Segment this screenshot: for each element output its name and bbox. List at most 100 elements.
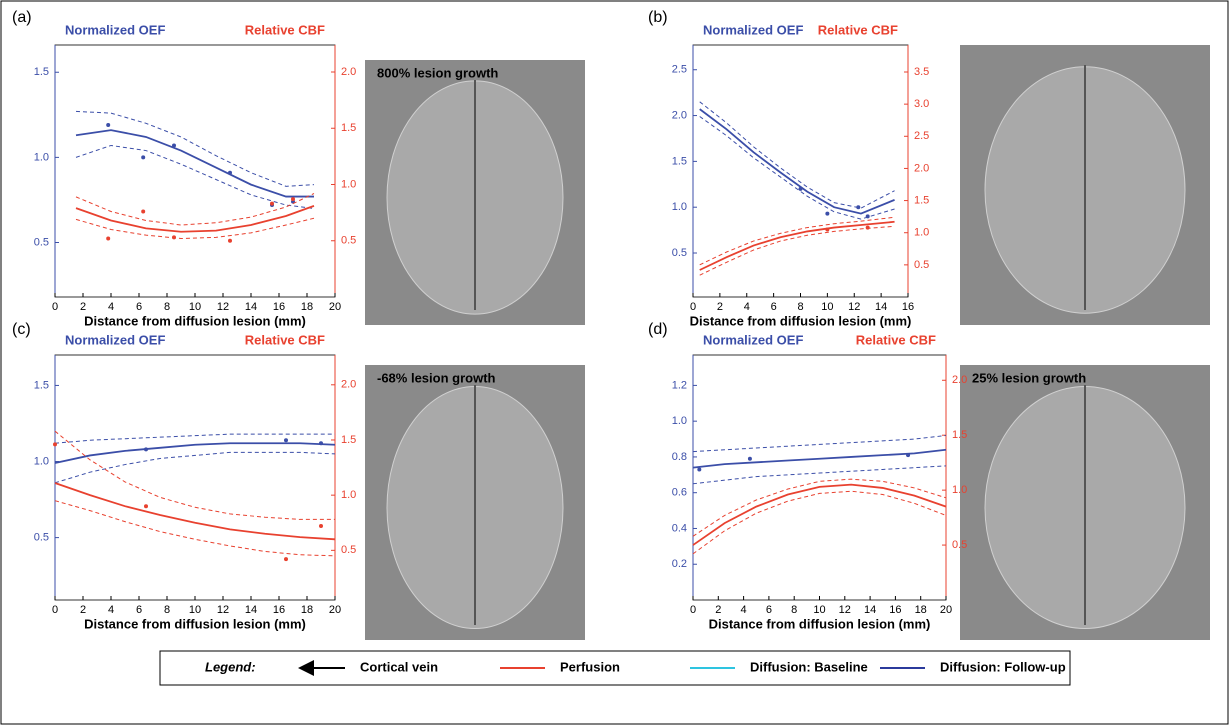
y2-tick-label: 2.0 xyxy=(341,66,356,78)
fit-line xyxy=(54,442,336,464)
band-lower xyxy=(699,225,895,276)
band-lower xyxy=(54,500,336,557)
x-tick-label: 0 xyxy=(690,301,696,313)
y-tick-label: 1.5 xyxy=(34,66,49,78)
y2-tick-label: 0.5 xyxy=(914,259,929,271)
data-point xyxy=(284,557,288,562)
x-tick-label: 16 xyxy=(273,301,285,313)
band-upper xyxy=(692,478,947,537)
x-axis-title: Distance from diffusion lesion (mm) xyxy=(84,313,306,328)
x-tick-label: 14 xyxy=(245,604,257,616)
data-point xyxy=(284,438,288,443)
band-upper xyxy=(54,430,335,520)
x-axis-title: Distance from diffusion lesion (mm) xyxy=(709,616,931,631)
y-tick-label: 0.6 xyxy=(672,487,687,499)
y2-tick-label: 1.0 xyxy=(914,227,929,239)
y-tick-label: 1.0 xyxy=(34,151,49,163)
x-tick-label: 4 xyxy=(108,301,114,313)
y2-tick-label: 1.5 xyxy=(341,122,356,134)
y-tick-label: 0.5 xyxy=(34,532,49,544)
y-tick-label: 1.5 xyxy=(34,379,49,391)
y-tick-label: 1.2 xyxy=(672,379,687,391)
series-label: Relative CBF xyxy=(245,22,325,37)
y2-tick-label: 1.0 xyxy=(952,484,967,496)
x-tick-label: 0 xyxy=(690,604,696,616)
band-lower xyxy=(699,116,895,220)
series-label: Normalized OEF xyxy=(65,22,165,37)
fit-line xyxy=(75,205,315,233)
band-lower xyxy=(75,217,315,240)
y-tick-label: 1.5 xyxy=(672,155,687,167)
y2-tick-label: 3.0 xyxy=(914,98,929,110)
y-tick-label: 0.4 xyxy=(672,522,687,534)
data-point xyxy=(825,211,830,216)
band-upper xyxy=(75,193,315,226)
data-point xyxy=(319,441,323,446)
fit-line xyxy=(692,448,947,469)
legend-label: Diffusion: Follow-up xyxy=(940,659,1066,674)
y-tick-label: 0.2 xyxy=(672,558,687,570)
x-tick-label: 20 xyxy=(329,301,341,313)
data-point xyxy=(106,123,111,128)
x-tick-label: 14 xyxy=(875,301,887,313)
x-tick-label: 16 xyxy=(902,301,914,313)
x-tick-label: 2 xyxy=(80,604,86,616)
band-upper xyxy=(75,110,315,187)
x-tick-label: 16 xyxy=(889,604,901,616)
series-label: Relative CBF xyxy=(856,332,936,347)
x-axis-title: Distance from diffusion lesion (mm) xyxy=(84,616,306,631)
x-tick-label: 0 xyxy=(52,301,58,313)
y2-tick-label: 2.0 xyxy=(952,374,967,386)
data-point xyxy=(172,235,176,240)
y-tick-label: 0.5 xyxy=(672,247,687,259)
x-tick-label: 12 xyxy=(217,301,229,313)
x-tick-label: 2 xyxy=(80,301,86,313)
panel-label: (d) xyxy=(648,321,668,338)
panel-label: (a) xyxy=(12,9,32,26)
x-tick-label: 4 xyxy=(744,301,750,313)
x-tick-label: 18 xyxy=(301,604,313,616)
x-tick-label: 10 xyxy=(189,604,201,616)
y-tick-label: 2.0 xyxy=(672,109,687,121)
x-tick-label: 18 xyxy=(301,301,313,313)
y2-tick-label: 2.0 xyxy=(914,162,929,174)
data-point xyxy=(144,504,148,509)
series-label: Normalized OEF xyxy=(703,332,803,347)
panel-label: (c) xyxy=(12,321,31,338)
x-axis-title: Distance from diffusion lesion (mm) xyxy=(690,313,912,328)
data-point xyxy=(106,236,111,241)
fit-line xyxy=(699,108,895,215)
y-tick-label: 2.5 xyxy=(672,64,687,76)
legend-label: Diffusion: Baseline xyxy=(750,659,868,674)
panel-label: (b) xyxy=(648,9,668,26)
legend-label: Perfusion xyxy=(560,659,620,674)
y-tick-label: 0.5 xyxy=(34,236,49,248)
y2-tick-label: 0.5 xyxy=(341,544,356,556)
series-label: Relative CBF xyxy=(818,22,898,37)
data-point xyxy=(270,201,274,206)
y2-tick-label: 1.0 xyxy=(341,178,356,190)
data-point xyxy=(697,467,702,472)
x-tick-label: 8 xyxy=(791,604,797,616)
y2-tick-label: 1.5 xyxy=(341,434,356,446)
band-lower xyxy=(75,144,315,209)
band-upper xyxy=(699,216,895,266)
data-point xyxy=(228,170,232,175)
band-lower xyxy=(54,451,336,484)
data-point xyxy=(144,447,148,452)
annotation: 800% lesion growth xyxy=(377,65,498,80)
x-tick-label: 6 xyxy=(136,604,142,616)
y2-tick-label: 2.5 xyxy=(914,130,929,142)
data-point xyxy=(319,524,323,529)
data-point xyxy=(141,155,146,160)
x-tick-label: 2 xyxy=(715,604,721,616)
data-point xyxy=(856,205,861,210)
y-tick-label: 1.0 xyxy=(672,415,687,427)
x-tick-label: 8 xyxy=(797,301,803,313)
data-point xyxy=(747,456,752,461)
y2-tick-label: 2.0 xyxy=(341,379,356,391)
x-tick-label: 14 xyxy=(245,301,257,313)
x-tick-label: 10 xyxy=(813,604,825,616)
fit-line xyxy=(692,483,947,546)
x-tick-label: 10 xyxy=(189,301,201,313)
